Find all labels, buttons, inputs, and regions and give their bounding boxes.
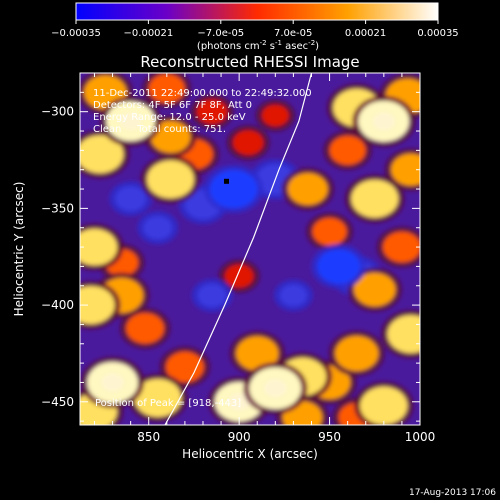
- colorbar-tick-label: −0.00035: [51, 28, 101, 39]
- heat-source-core: [372, 112, 396, 131]
- axes: 850 900 950 1000 −300 −350 −400 −450: [41, 72, 436, 444]
- chart-title: Reconstructed RHESSI Image: [140, 53, 359, 71]
- heat-source: [329, 135, 366, 166]
- heat-source: [390, 153, 420, 186]
- heat-source: [312, 217, 347, 246]
- heat-source: [143, 216, 173, 240]
- y-tick-label: −450: [41, 395, 74, 409]
- heat-source: [235, 336, 279, 371]
- heat-source: [353, 272, 396, 307]
- heat-source: [148, 73, 186, 104]
- footer-timestamp: 17-Aug-2013 17:06: [409, 488, 496, 498]
- heat-source: [146, 160, 195, 199]
- x-tick-label: 900: [228, 430, 251, 444]
- y-tick-label: −350: [41, 201, 74, 215]
- heat-source: [80, 285, 115, 325]
- heat-source: [387, 314, 420, 354]
- heat-source: [80, 228, 118, 266]
- heat-source-core: [101, 373, 125, 392]
- y-axis-label: Heliocentric Y (arcsec): [12, 182, 26, 317]
- annotation-block: 11-Dec-2011 22:49:00.000 to 22:49:32.000…: [93, 88, 312, 135]
- heat-source: [197, 283, 227, 308]
- heat-source: [232, 130, 264, 156]
- heat-source: [150, 120, 191, 153]
- heat-source-core: [119, 112, 142, 131]
- colorbar-label: (photons cm-2 s-1 asec-2): [197, 39, 319, 52]
- heat-source: [80, 135, 124, 174]
- annotation-counts: Clean Total counts: 751.: [93, 124, 226, 135]
- annotation-energy: Energy Range: 12.0 - 25.0 keV: [93, 112, 246, 123]
- plot-frame: [79, 72, 421, 426]
- heat-source-core: [228, 392, 251, 411]
- x-tick-label: 850: [137, 430, 160, 444]
- peak-position-label: Position of Peak = [918,-443]: [95, 398, 241, 409]
- heat-source: [351, 179, 399, 218]
- heat-source-core: [263, 378, 288, 398]
- heatmap-sources: [80, 73, 420, 425]
- annotation-time: 11-Dec-2011 22:49:00.000 to 22:49:32.000: [93, 88, 312, 99]
- colorbar-tick-label: 0.00021: [345, 28, 386, 39]
- heat-source: [382, 231, 420, 263]
- x-tick-label: 1000: [405, 430, 436, 444]
- heat-source: [334, 335, 379, 372]
- heat-source: [261, 104, 289, 127]
- heat-source: [287, 172, 328, 206]
- colorbar-tick-label: 7.0e-05: [274, 28, 312, 39]
- annotation-detectors: Detectors: 4F 5F 6F 7F 8F, Att 0: [93, 100, 252, 111]
- colorbar-tick-label: −0.00021: [124, 28, 174, 39]
- heat-source: [317, 249, 361, 284]
- plot-area: [80, 73, 420, 425]
- colorbar-tick-label: −7.0e-05: [197, 28, 244, 39]
- colorbar-ticks: −0.00035 −0.00021 −7.0e-05 7.0e-05 0.00021 0.…: [51, 20, 459, 39]
- heat-source: [360, 386, 408, 425]
- colorbar: [75, 2, 439, 21]
- y-tick-label: −300: [41, 105, 74, 119]
- heat-source: [224, 264, 254, 288]
- heat-source: [196, 99, 228, 125]
- y-tick-label: −400: [41, 298, 74, 312]
- heat-source: [165, 351, 205, 383]
- heat-source: [125, 312, 165, 344]
- x-axis-label: Heliocentric X (arcsec): [182, 447, 318, 461]
- heat-source: [115, 186, 147, 212]
- heat-source: [210, 169, 258, 209]
- heat-source: [279, 284, 308, 307]
- colorbar-tick-label: 0.00035: [417, 28, 458, 39]
- solar-limb-curve: [164, 73, 313, 425]
- x-tick-label: 950: [318, 430, 341, 444]
- peak-marker: [223, 178, 229, 184]
- heat-source: [134, 378, 182, 418]
